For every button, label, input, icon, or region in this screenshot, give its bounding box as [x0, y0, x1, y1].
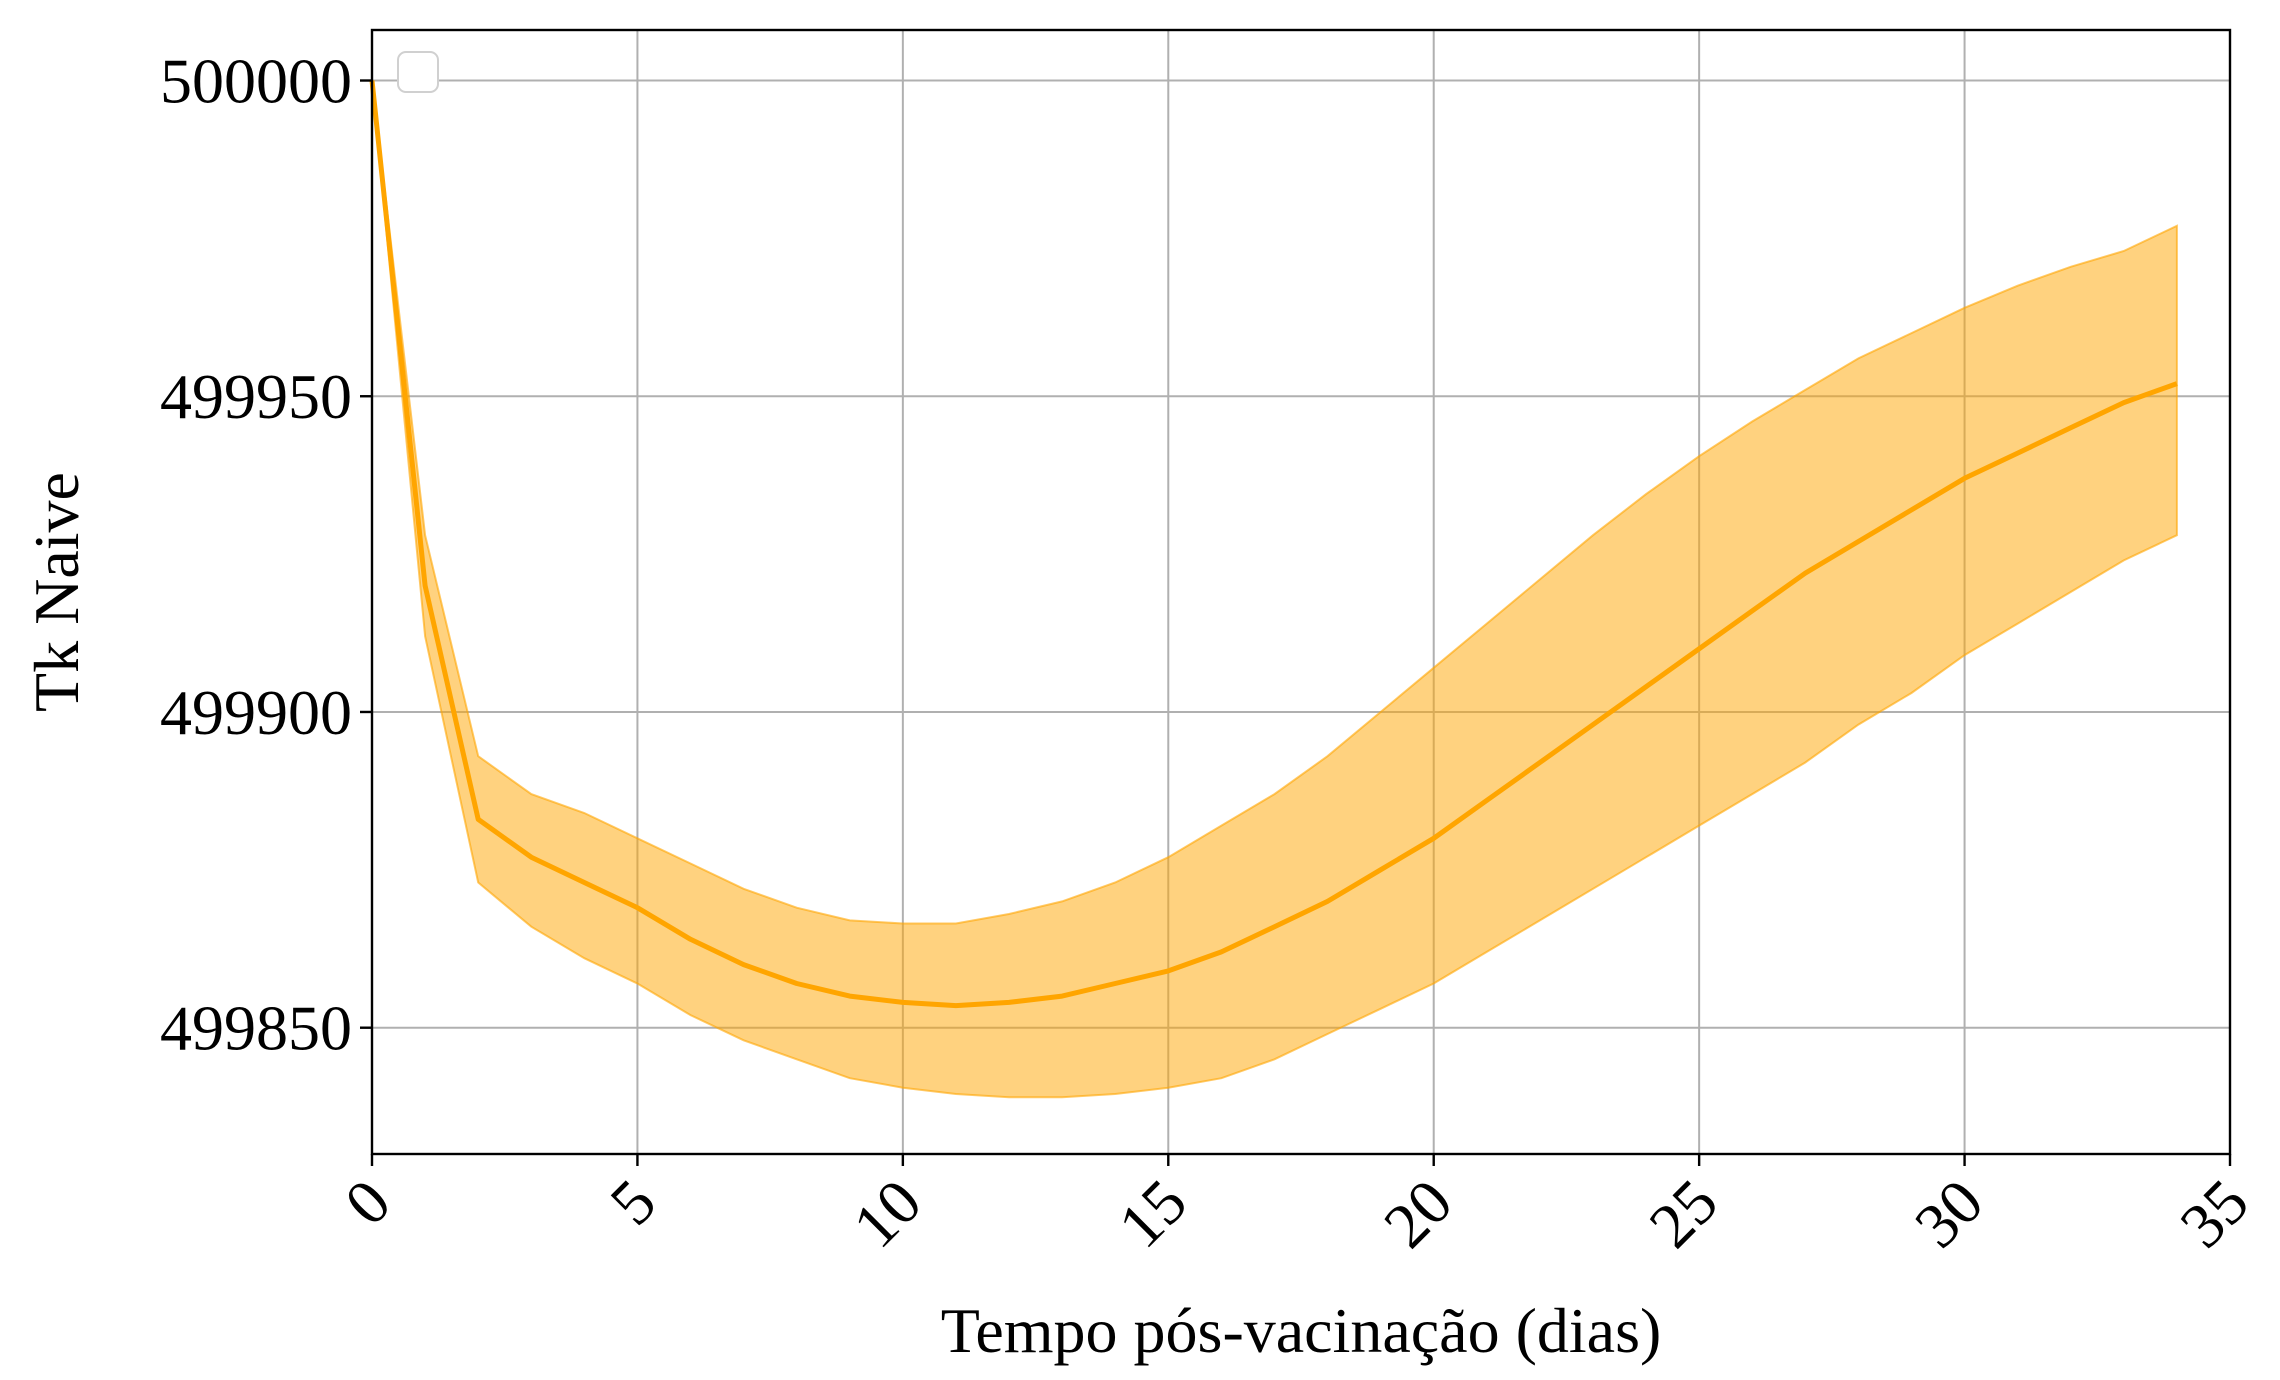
confidence-band-layer — [371, 80, 2178, 1099]
x-tick-label: 20 — [1370, 1166, 1465, 1261]
x-axis-ticks: 0 5 10 15 20 25 30 35 — [331, 1154, 2262, 1261]
x-tick-label: 25 — [1636, 1166, 1731, 1261]
y-tick-label: 499900 — [160, 677, 352, 748]
y-tick-label: 499850 — [160, 993, 352, 1064]
confidence-band — [371, 80, 2178, 1099]
x-tick-label: 35 — [2166, 1166, 2261, 1261]
plot-frame — [370, 28, 2232, 1156]
legend — [397, 51, 439, 93]
series-line — [369, 80, 2178, 1009]
x-tick-label: 5 — [596, 1166, 669, 1239]
x-tick-label: 0 — [331, 1166, 404, 1239]
legend-box — [397, 51, 439, 93]
y-axis-ticks: 499850 499900 499950 500000 — [160, 46, 372, 1064]
x-tick-label: 15 — [1105, 1166, 1200, 1261]
x-tick-label: 30 — [1901, 1166, 1996, 1261]
series-line-layer — [369, 80, 2178, 1009]
y-tick-label: 500000 — [160, 46, 352, 117]
x-tick-label: 10 — [839, 1166, 934, 1261]
y-axis-label: Tk Naive — [21, 472, 92, 712]
y-tick-label: 499950 — [160, 361, 352, 432]
x-axis-label: Tempo pós-vacinação (dias) — [941, 1295, 1662, 1366]
